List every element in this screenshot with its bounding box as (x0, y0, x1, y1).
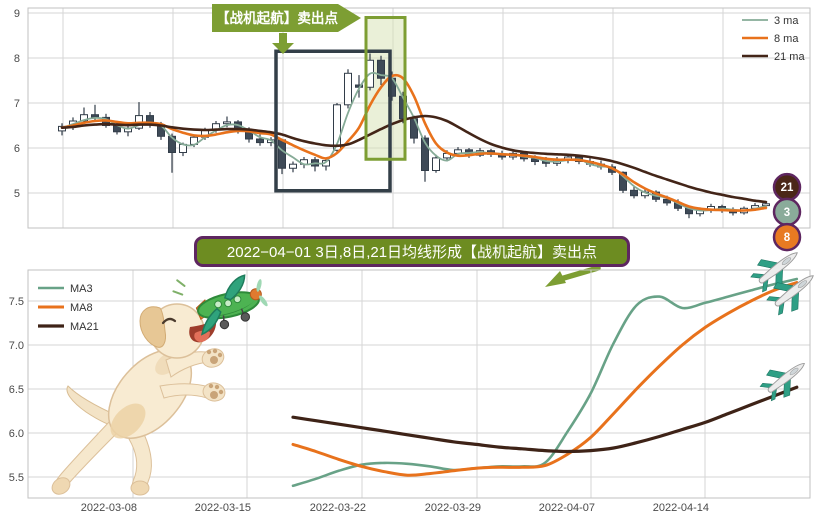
y-tick-label: 9 (14, 8, 20, 20)
candle-body (256, 138, 264, 144)
x-tick-label: 2022-03-08 (81, 502, 137, 514)
sell-point-callout (212, 4, 361, 32)
legend-label: 3 ma (774, 15, 799, 27)
candle-body (333, 104, 341, 151)
top-chart-grid (27, 7, 811, 229)
dog-tongue (194, 330, 210, 342)
pattern-box (274, 49, 392, 193)
candle (630, 185, 638, 199)
legend-label: MA21 (70, 321, 99, 333)
candle-body (344, 72, 352, 106)
top-annotations: 【战机起航】卖出点 (212, 4, 407, 193)
y-tick-label: 7.5 (9, 296, 24, 308)
legend-label: 8 ma (774, 33, 799, 45)
badge-label: 8 (784, 232, 791, 244)
bottom-axis-ticks: 5.5 6.0 6.5 7.0 7.5 2022-03-08 2022-03-15 2022-… (9, 296, 709, 514)
plot-border (27, 269, 811, 499)
callout-arrow-icon (272, 43, 294, 54)
candle (432, 154, 440, 173)
y-tick-label: 5 (14, 188, 20, 200)
dog-eye (161, 317, 177, 325)
series-MA3 (291, 277, 799, 488)
candle-body (168, 135, 176, 154)
candle-body (289, 163, 297, 169)
sell-zone-band-border (364, 16, 407, 161)
ma-badge: 8 (772, 222, 802, 252)
ma-badges: 21 3 8 (772, 172, 802, 252)
y-tick-label: 6.5 (9, 384, 24, 396)
top-ma-lines (60, 71, 768, 212)
sell-point-callout-label: 【战机起航】卖出点 (216, 10, 338, 26)
dog-illustration (51, 303, 226, 496)
banner-arrow-icon (545, 265, 601, 287)
candle-body (432, 157, 440, 171)
x-tick-label: 2022-03-29 (425, 502, 481, 514)
x-tick-label: 2022-03-22 (310, 502, 366, 514)
x-tick-label: 2022-04-14 (653, 502, 709, 514)
y-tick-label: 8 (14, 53, 20, 65)
x-tick-label: 2022-03-15 (195, 502, 251, 514)
jet-markers (745, 239, 816, 407)
candle (344, 69, 352, 109)
candle (58, 123, 66, 136)
candle-body (278, 139, 286, 169)
legend-label: MA3 (70, 283, 93, 295)
ma-line-21 (60, 114, 768, 204)
toy-plane-icon (172, 274, 268, 336)
legend-label: 21 ma (774, 51, 805, 63)
bottom-ma-lines (291, 277, 799, 488)
signal-banner-text: 2022−04−01 3日,8日,21日均线形成【战机起航】卖出点 (226, 244, 598, 261)
ma-badge: 3 (772, 197, 802, 227)
series-MA8 (291, 281, 799, 477)
candle-body (630, 189, 638, 197)
bottom-legend: MA3 MA8 MA21 (38, 283, 99, 333)
x-tick-label: 2022-04-07 (539, 502, 595, 514)
y-tick-label: 5.5 (9, 472, 24, 484)
badge-label: 3 (784, 207, 790, 219)
plot-border (27, 7, 811, 229)
badge-label: 21 (781, 182, 794, 194)
y-tick-label: 6 (14, 143, 20, 155)
bottom-chart-grid (27, 269, 811, 499)
candle-body (663, 198, 671, 204)
candle (289, 161, 297, 173)
y-tick-label: 7.0 (9, 340, 24, 352)
ma-badge: 21 (772, 172, 802, 202)
candle (168, 133, 176, 173)
candle-body (377, 59, 385, 79)
legend-label: MA8 (70, 302, 93, 314)
y-tick-label: 6.0 (9, 428, 24, 440)
y-tick-label: 7 (14, 98, 20, 110)
ma-line-8 (60, 73, 768, 212)
candle-body (619, 171, 627, 191)
candle-body (421, 137, 429, 172)
candle-body (223, 121, 231, 125)
badge-circle (772, 222, 802, 252)
top-axis-ticks: 5 6 7 8 9 (14, 8, 20, 200)
candle (278, 139, 286, 175)
signal-banner: 2022−04−01 3日,8日,21日均线形成【战机起航】卖出点 (194, 236, 630, 267)
top-legend: 3 ma 8 ma 21 ma (742, 15, 805, 63)
dog-ear (139, 306, 166, 348)
candle (377, 55, 385, 85)
callout-arrow-shaft (279, 33, 287, 43)
series-MA21 (291, 385, 799, 454)
